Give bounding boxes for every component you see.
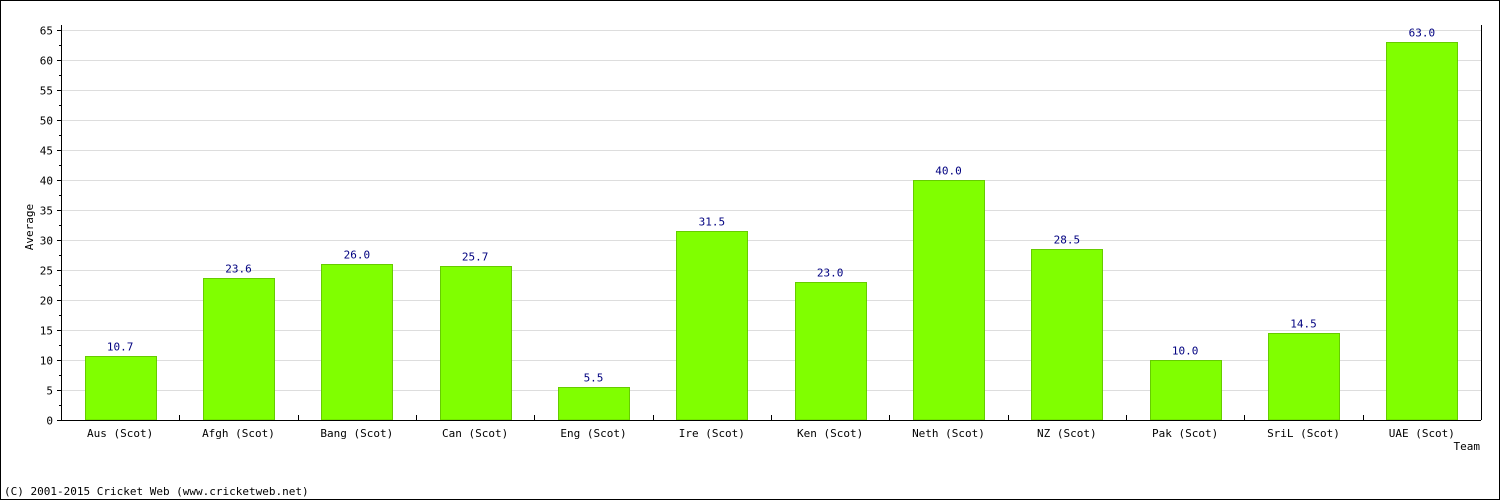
- bar: [203, 278, 275, 421]
- y-tick-label: 10: [40, 355, 53, 368]
- value-label: 31.5: [699, 216, 726, 229]
- x-tick-label: NZ (Scot): [1037, 427, 1097, 440]
- x-tick-label: Eng (Scot): [560, 427, 626, 440]
- grid-lines: [61, 30, 1481, 391]
- y-tick-label: 50: [40, 115, 53, 128]
- bar: [676, 231, 748, 421]
- x-tick-label: Ire (Scot): [679, 427, 745, 440]
- bar: [321, 264, 393, 421]
- bar: [85, 356, 157, 421]
- bar: [1150, 360, 1222, 421]
- value-label: 23.6: [225, 263, 252, 276]
- x-tick-label: Can (Scot): [442, 427, 508, 440]
- bar: [440, 266, 512, 421]
- y-tick-label: 45: [40, 145, 53, 158]
- x-tick-label: Afgh (Scot): [202, 427, 275, 440]
- y-tick-label: 20: [40, 295, 53, 308]
- bar: [558, 387, 630, 421]
- x-axis-title: Team: [1454, 440, 1481, 453]
- y-axis-title: Average: [23, 204, 36, 250]
- y-tick-label: 5: [46, 385, 53, 398]
- value-label: 40.0: [935, 165, 962, 178]
- bar: [1031, 249, 1103, 421]
- x-tick-label: Pak (Scot): [1152, 427, 1218, 440]
- bar: [1268, 333, 1340, 421]
- y-tick-label: 55: [40, 85, 53, 98]
- y-tick-label: 25: [40, 265, 53, 278]
- copyright-footer: (C) 2001-2015 Cricket Web (www.cricketwe…: [4, 485, 309, 498]
- value-label: 5.5: [584, 372, 604, 385]
- bar: [1386, 42, 1458, 421]
- y-tick-label: 40: [40, 175, 53, 188]
- bar: [795, 282, 867, 421]
- value-label: 28.5: [1054, 234, 1081, 247]
- x-tick-label: Aus (Scot): [87, 427, 153, 440]
- value-label: 10.0: [1172, 345, 1199, 358]
- y-tick-label: 35: [40, 205, 53, 218]
- value-label: 10.7: [107, 341, 134, 354]
- value-label: 14.5: [1290, 318, 1317, 331]
- y-tick-label: 30: [40, 235, 53, 248]
- x-tick-label: UAE (Scot): [1389, 427, 1455, 440]
- value-label: 63.0: [1409, 27, 1436, 40]
- value-label: 23.0: [817, 267, 844, 280]
- y-tick-label: 15: [40, 325, 53, 338]
- x-tick-label: SriL (Scot): [1267, 427, 1340, 440]
- y-tick-label: 60: [40, 55, 53, 68]
- value-label: 26.0: [344, 249, 371, 262]
- bars: 10.7 23.6 26.0 25.7 5.5 31.5 23.0 40.0 28.5 10.0 1…: [85, 27, 1458, 421]
- value-label: 25.7: [462, 251, 489, 264]
- x-tick-label: Ken (Scot): [797, 427, 863, 440]
- y-tick-label: 0: [46, 415, 53, 428]
- x-tick-label: Neth (Scot): [912, 427, 985, 440]
- y-tick-label: 65: [40, 25, 53, 38]
- axes: 0 5 10 15 20 25 30 35 40 45 50 55 60 65 Aus (Scot) Afgh…: [40, 25, 1482, 440]
- x-tick-label: Bang (Scot): [320, 427, 393, 440]
- bar: [913, 180, 985, 421]
